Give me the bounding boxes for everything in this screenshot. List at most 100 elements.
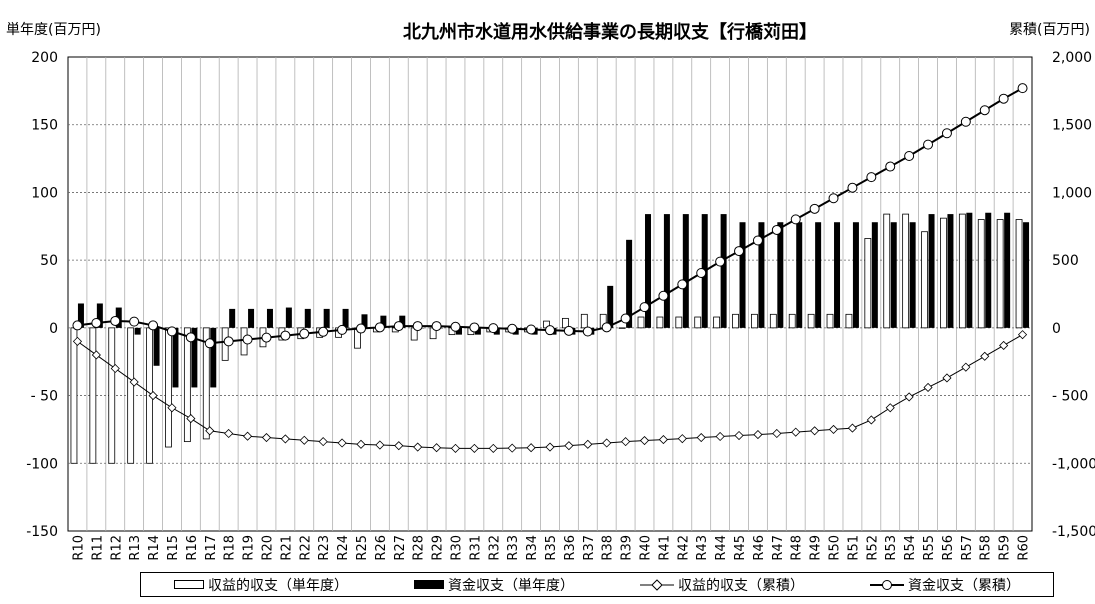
funds-cumulative-point bbox=[828, 193, 839, 204]
revenue-annual-bar bbox=[1015, 219, 1023, 329]
revenue-cumulative-point bbox=[488, 443, 498, 453]
right-tick-label: 2,000 bbox=[1052, 50, 1092, 66]
funds-cumulative-point bbox=[204, 338, 215, 349]
funds-cumulative-point bbox=[450, 321, 461, 332]
funds-annual-bar bbox=[947, 214, 954, 328]
x-tick-label: R57 bbox=[960, 535, 975, 561]
x-tick-label: R33 bbox=[506, 535, 521, 561]
funds-annual-bar bbox=[682, 214, 689, 328]
revenue-cumulative-point bbox=[753, 430, 763, 440]
revenue-annual-bar bbox=[70, 327, 78, 464]
revenue-cumulative-point bbox=[810, 426, 820, 436]
x-tick-label: R13 bbox=[128, 535, 143, 561]
funds-annual-bar bbox=[966, 212, 973, 328]
x-tick-label: R27 bbox=[393, 535, 408, 561]
revenue-annual-bar bbox=[769, 313, 777, 329]
right-tick-label: - 500 bbox=[1052, 389, 1088, 405]
funds-cumulative-point bbox=[261, 332, 272, 343]
funds-annual-bar bbox=[153, 327, 160, 366]
funds-cumulative-point bbox=[545, 325, 555, 336]
funds-cumulative-point bbox=[620, 313, 631, 324]
funds-annual-bar bbox=[607, 285, 614, 328]
x-tick-label: R55 bbox=[922, 535, 937, 561]
funds-cumulative-point bbox=[904, 150, 915, 161]
revenue-cumulative-point bbox=[942, 373, 952, 383]
funds-annual-bar bbox=[796, 222, 803, 328]
x-tick-label: R43 bbox=[695, 535, 710, 561]
funds-cumulative-point bbox=[752, 235, 763, 246]
revenue-annual-bar bbox=[845, 313, 853, 329]
funds-cumulative-point bbox=[526, 324, 537, 335]
funds-annual-bar bbox=[304, 308, 311, 328]
funds-annual-bar bbox=[777, 222, 784, 328]
funds-cumulative-point bbox=[734, 246, 745, 257]
solid-bar-swatch-icon bbox=[414, 580, 444, 589]
revenue-cumulative-point bbox=[602, 438, 612, 448]
revenue-annual-bar bbox=[940, 217, 947, 329]
revenue-cumulative-point bbox=[224, 428, 234, 439]
x-tick-label: R52 bbox=[865, 535, 880, 561]
x-tick-label: R28 bbox=[412, 535, 427, 561]
legend-label: 収益的収支（累積） bbox=[678, 577, 804, 594]
x-tick-label: R41 bbox=[657, 535, 672, 561]
right-axis-label: 累積(百万円) bbox=[1009, 22, 1090, 38]
right-tick-label: 500 bbox=[1052, 253, 1079, 269]
x-tick-label: R38 bbox=[601, 535, 616, 561]
legend-item-revenue-cumulative: 収益的収支（累積） bbox=[640, 575, 804, 595]
funds-annual-bar bbox=[191, 327, 198, 388]
x-tick-label: R26 bbox=[374, 535, 389, 561]
revenue-annual-bar bbox=[921, 231, 928, 329]
x-tick-label: R20 bbox=[260, 535, 275, 561]
grid bbox=[67, 56, 1033, 532]
funds-annual-bar bbox=[323, 308, 330, 328]
funds-annual-bar bbox=[77, 303, 84, 328]
revenue-annual-bar bbox=[127, 327, 135, 464]
x-tick-label: R51 bbox=[846, 535, 861, 561]
x-tick-label: R29 bbox=[431, 535, 446, 561]
funds-annual-bar bbox=[342, 308, 349, 328]
revenue-cumulative-point bbox=[1017, 330, 1028, 340]
revenue-annual-bar bbox=[656, 316, 664, 329]
revenue-cumulative-point bbox=[261, 432, 272, 443]
x-tick-label: R35 bbox=[544, 535, 559, 561]
funds-cumulative-point bbox=[129, 316, 140, 327]
revenue-cumulative-point bbox=[318, 437, 328, 447]
x-tick-label: R37 bbox=[582, 535, 597, 561]
x-tick-label: R58 bbox=[979, 535, 994, 561]
x-tick-label: R48 bbox=[790, 535, 805, 561]
circle-line-icon bbox=[870, 579, 904, 590]
funds-annual-bar bbox=[172, 327, 179, 388]
funds-cumulative-point bbox=[374, 322, 385, 333]
funds-annual-bar bbox=[758, 222, 765, 328]
left-tick-label: -150 bbox=[26, 524, 58, 540]
funds-annual-bar bbox=[1023, 222, 1030, 328]
x-tick-label: R15 bbox=[166, 535, 181, 561]
funds-cumulative-point bbox=[507, 323, 518, 334]
funds-annual-bar bbox=[399, 315, 406, 328]
revenue-cumulative-point bbox=[658, 435, 668, 445]
left-tick-label: 50 bbox=[40, 253, 58, 269]
revenue-cumulative-point bbox=[356, 439, 366, 449]
funds-annual-bar bbox=[871, 222, 878, 328]
revenue-cumulative-point bbox=[545, 442, 555, 452]
revenue-cumulative-point bbox=[450, 443, 461, 453]
funds-cumulative-point bbox=[393, 321, 404, 332]
funds-cumulative-point bbox=[658, 290, 669, 301]
x-tick-label: R17 bbox=[204, 535, 219, 561]
revenue-cumulative-point bbox=[507, 443, 517, 453]
revenue-cumulative-point bbox=[337, 438, 347, 448]
x-tick-label: R54 bbox=[903, 535, 918, 561]
revenue-cumulative-point bbox=[280, 434, 290, 444]
funds-cumulative-point bbox=[866, 172, 877, 183]
plot-frame bbox=[67, 56, 1033, 532]
funds-cumulative-point bbox=[1017, 83, 1028, 94]
funds-annual-bar bbox=[380, 315, 387, 328]
x-tick-label: R36 bbox=[563, 535, 578, 561]
left-tick-label: - 50 bbox=[31, 389, 58, 405]
funds-cumulative-point bbox=[412, 321, 423, 332]
funds-cumulative-point bbox=[242, 334, 253, 345]
funds-cumulative-point bbox=[998, 93, 1009, 104]
funds-cumulative-point bbox=[790, 214, 801, 225]
funds-cumulative-point bbox=[185, 332, 196, 343]
x-tick-label: R24 bbox=[336, 535, 351, 561]
